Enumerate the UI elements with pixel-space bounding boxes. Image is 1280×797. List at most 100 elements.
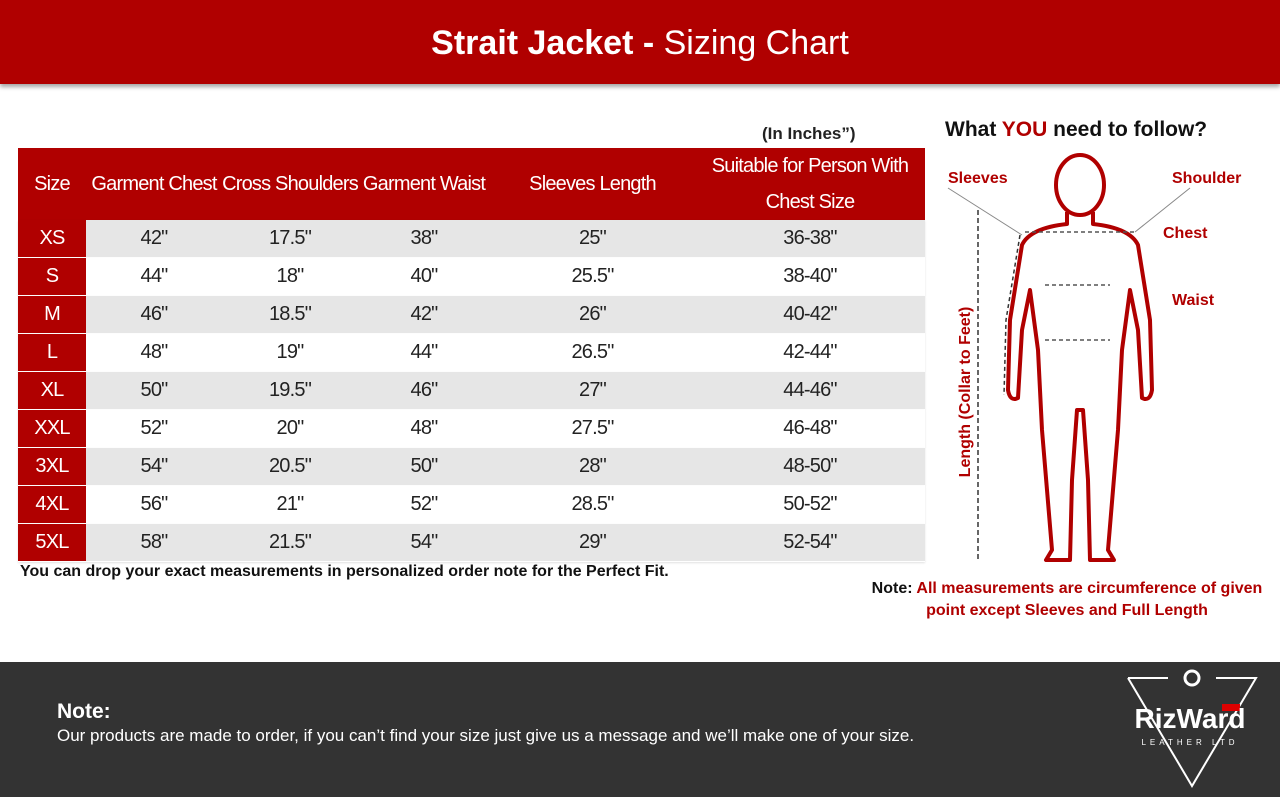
table-cell: 20.5" [222,448,358,485]
title-highlight: YOU [1001,118,1048,141]
table-row: 5XL 58" 21.5" 54" 29" 52-54" [18,524,925,562]
title-end: need to follow? [1053,118,1208,141]
table-cell: 17.5" [222,220,358,257]
table-cell: 52-54" [695,524,925,561]
logo-accent [1222,704,1240,711]
figure-note: Note: All measurements are circumference… [862,578,1272,622]
table-cell: 36-38" [695,220,925,257]
title-bold: Strait Jacket - [431,24,655,62]
header-cell: Garment Waist [362,173,486,195]
logo-circle [1183,669,1201,687]
note-text: All measurements are circumference of gi… [916,580,1263,619]
table-cell: 54" [358,524,490,561]
logo-name: RizWard [1134,703,1246,734]
header-cell: Garment Chest [91,173,217,195]
table-cell: 19" [222,334,358,371]
table-cell: 28.5" [490,486,695,523]
chest-label: Chest [1163,225,1208,242]
size-cell: 3XL [18,448,86,485]
table-cell: 21.5" [222,524,358,561]
table-cell: 19.5" [222,372,358,409]
size-table: Size Garment Chest Cross Shoulders Garment … [18,148,925,562]
table-cell: 48" [358,410,490,447]
table-cell: 50" [358,448,490,485]
leader-line [947,187,1023,236]
table-cell: 40" [358,258,490,295]
head-outline [1054,153,1106,217]
table-cell: 54" [86,448,222,485]
table-cell: 20" [222,410,358,447]
title: Strait Jacket - Sizing Chart [0,24,1280,63]
waist-label: Waist [1172,292,1215,309]
table-row: S 44" 18" 40" 25.5" 38-40" [18,258,925,296]
table-cell: 18" [222,258,358,295]
header-cell: Sleeves Length [529,173,656,195]
note-label: Note: [871,580,913,597]
size-cell: L [18,334,86,371]
table-cell: 48-50" [695,448,925,485]
table-cell: 44-46" [695,372,925,409]
footnote: You can drop your exact measurements in … [20,563,669,580]
table-cell: 56" [86,486,222,523]
table-row: XXL 52" 20" 48" 27.5" 46-48" [18,410,925,448]
shoulder-label: Shoulder [1172,170,1242,187]
table-row: 4XL 56" 21" 52" 28.5" 50-52" [18,486,925,524]
title-start: What [945,118,997,141]
size-cell: XXL [18,410,86,447]
size-cell: 4XL [18,486,86,523]
footer-bar [0,662,1280,797]
table-row: M 46" 18.5" 42" 26" 40-42" [18,296,925,334]
figure-title: What YOU need to follow? [945,118,1207,142]
header-cell: Suitable for Person With Chest Size [711,155,909,213]
logo-sub: LEATHER LTD [1141,738,1239,747]
table-cell: 21" [222,486,358,523]
size-cell: S [18,258,86,295]
table-cell: 50" [86,372,222,409]
body-diagram [947,153,1191,562]
table-cell: 29" [490,524,695,561]
table-cell: 46" [358,372,490,409]
table-cell: 27.5" [490,410,695,447]
table-cell: 46" [86,296,222,333]
table-cell: 26" [490,296,695,333]
table-cell: 42-44" [695,334,925,371]
table-cell: 27" [490,372,695,409]
header-cell: Cross Shoulders [222,173,359,195]
units: (In Inches”) [762,124,856,143]
size-cell: XL [18,372,86,409]
size-cell: XS [18,220,86,257]
logo-mark [1127,669,1258,788]
table-cell: 52" [86,410,222,447]
footer-note: Our products are made to order, if you c… [57,726,915,745]
table-cell: 28" [490,448,695,485]
table-cell: 38-40" [695,258,925,295]
header-cell: Size [34,173,71,195]
leader-line [1134,187,1191,233]
table-cell: 42" [86,220,222,257]
table-cell: 42" [358,296,490,333]
size-cell: 5XL [18,524,86,561]
sleeve-line [1003,234,1021,396]
table-cell: 50-52" [695,486,925,523]
table-cell: 38" [358,220,490,257]
table-row: L 48" 19" 44" 26.5" 42-44" [18,334,925,372]
table-cell: 44" [358,334,490,371]
header-row: Size Garment Chest Cross Shoulders Garment … [18,148,925,220]
table-row: 3XL 54" 20.5" 50" 28" 48-50" [18,448,925,486]
table-cell: 44" [86,258,222,295]
footer-note-label: Note: [57,700,111,723]
table-row: XS 42" 17.5" 38" 25" 36-38" [18,220,925,258]
header-bar [0,0,1280,84]
table-cell: 26.5" [490,334,695,371]
table-cell: 46-48" [695,410,925,447]
table-cell: 25.5" [490,258,695,295]
table-cell: 52" [358,486,490,523]
length-label: Length (Collar to Feet) [957,306,974,478]
table-cell: 25" [490,220,695,257]
table-row: XL 50" 19.5" 46" 27" 44-46" [18,372,925,410]
body-outline [1006,212,1154,562]
logo-triangle [1127,677,1258,788]
title-rest: Sizing Chart [663,24,849,62]
table-cell: 40-42" [695,296,925,333]
